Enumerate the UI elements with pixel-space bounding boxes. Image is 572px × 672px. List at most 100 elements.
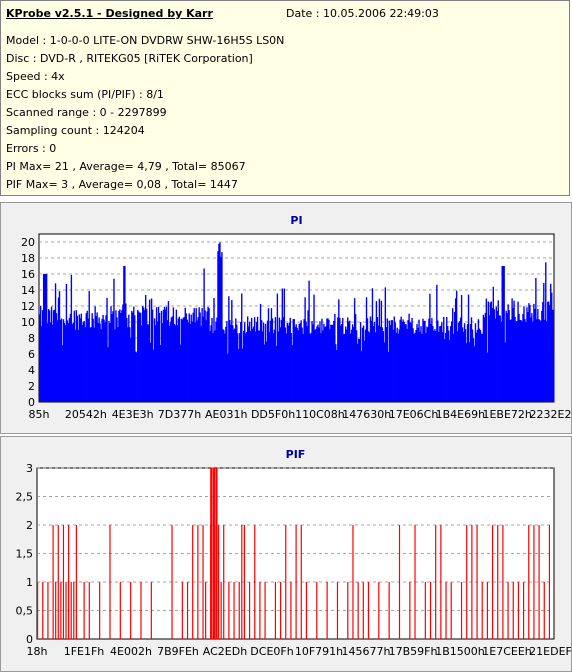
pi-bar [467,294,470,402]
pi-bar [345,326,347,402]
pi-bar [233,329,235,402]
pif-bar [326,582,328,639]
pi-bar [239,332,241,402]
pi-bar [439,326,441,402]
pif-bar [548,525,551,639]
pi-bar [51,324,54,402]
pi-bar [120,313,122,402]
pif-bar [486,582,488,639]
pi-bar [272,333,275,402]
pif-bar [543,582,545,639]
pi-bar [531,313,533,402]
pif-bar [378,582,380,639]
pif-bar [243,525,245,639]
pi-bar [162,309,165,402]
pi-bar [320,333,322,402]
pi-bar [462,331,465,402]
pi-bar [182,317,184,402]
pif-bar [347,582,349,639]
pi-bar [356,343,359,402]
pi-bar [355,330,358,402]
pi-bar [254,331,257,402]
pi-bar [196,320,198,402]
pif-chart: PIF 0 0,5 1 1,5 2 2,5 3 18h 1FE1Fh 4E002h 7B9FEh AC2… [16,448,572,658]
pi-bar [122,304,124,402]
pi-bar [318,327,320,402]
pi-bar [344,333,346,402]
pi-bar [331,324,333,402]
pi-bar [277,331,280,402]
pi-bar [427,327,429,402]
pi-bar [178,316,181,402]
pi-bar [457,322,460,402]
pi-bar [328,319,330,402]
pi-bar [244,322,246,402]
pi-bar [111,313,113,402]
pi-bar [279,327,282,402]
info-line-ecc: ECC blocks sum (PI/PIF) : 8/1 [6,88,164,101]
pi-bar [364,329,367,402]
pi-bar [522,313,524,402]
pi-bar [146,324,149,402]
pi-bar [397,333,399,402]
pi-bar [276,293,279,402]
pi-bar [478,328,481,402]
x-tick-label: 4E3E3h [112,408,154,421]
pi-bar [317,324,319,402]
y-tick-label: 2 [28,380,35,393]
x-tick-label: 1B4E69h [436,408,485,421]
pi-bar [206,311,208,402]
pif-bar [37,582,39,639]
pif-bar [476,525,478,639]
pi-bar [231,300,233,402]
pi-bar [212,332,214,402]
pi-bar [329,329,331,402]
pi-bar [534,308,536,402]
pi-bar [481,333,484,402]
pi-bar [490,301,493,402]
pi-bar [421,333,423,402]
y-tick-label: 1,5 [16,548,34,561]
pi-bar [232,325,234,402]
pi-bar [82,322,84,402]
pi-bar [484,312,487,402]
pi-bar [316,326,318,402]
pi-bar [314,330,316,402]
pi-bar [408,313,410,402]
x-tick-label: 1EBE72h [482,408,531,421]
pi-bar [198,307,200,402]
pi-bar [189,323,191,402]
pi-bar [159,344,162,402]
pi-bar [434,329,436,402]
pif-bar [212,468,215,639]
pi-bar [203,268,205,402]
x-tick-label: 110C08h [295,408,345,421]
pi-bar [351,324,354,402]
pi-bar [419,331,421,402]
pi-bar [157,306,160,402]
y-tick-label: 14 [21,284,35,297]
pi-bar [359,322,362,402]
pi-bar [133,306,135,402]
pi-bar [524,319,526,402]
pif-bar [181,582,183,639]
pi-bar [106,297,108,402]
pi-bar [535,278,537,402]
pi-bar [552,309,554,402]
pi-bar [86,310,88,402]
pi-bar [509,320,511,402]
info-line-sampling: Sampling count : 124204 [6,124,145,137]
pi-bar [516,320,518,402]
pi-bar [361,327,364,402]
pi-bar [396,327,398,402]
pi-bar [126,318,128,402]
x-tick-label: AE031h [205,408,247,421]
pi-bar [447,326,449,402]
pi-bar [321,318,323,402]
pi-bar [431,318,433,402]
pi-bar [259,303,262,402]
pi-bar [482,314,485,402]
pi-bar [235,318,237,402]
info-panel: KProbe v2.5.1 - Designed by Karr Date : … [0,0,570,196]
pi-bar [59,319,62,402]
